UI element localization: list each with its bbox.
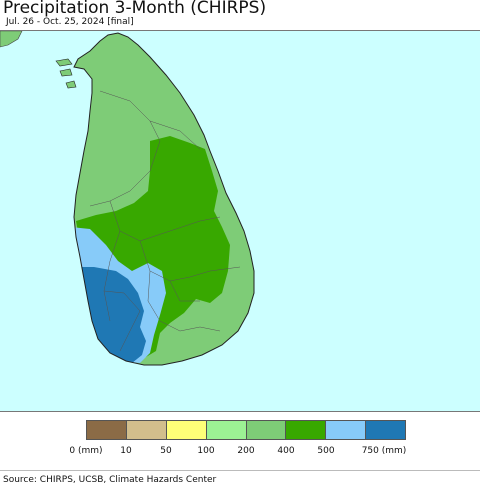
legend-swatch	[126, 421, 167, 439]
zone-400-500-patch	[195, 279, 213, 299]
islet	[65, 80, 77, 89]
legend-tick-label: 400	[277, 446, 295, 456]
zone-400-500-patch	[150, 147, 178, 165]
zone-400-500	[76, 136, 230, 357]
legend-tick-label: 200	[237, 446, 255, 456]
legend-swatch	[366, 421, 405, 439]
legend-swatch	[326, 421, 367, 439]
legend-tick-label: 10	[120, 446, 132, 456]
map-subtitle: Jul. 26 - Oct. 25, 2024 [final]	[6, 17, 134, 27]
legend-swatch	[166, 421, 207, 439]
legend-tick-label: 0 (mm)	[69, 446, 103, 456]
map-title: Precipitation 3-Month (CHIRPS)	[3, 0, 267, 18]
legend-tick-label: 750 (mm)	[361, 446, 407, 456]
islet	[59, 68, 73, 77]
legend-swatch	[286, 421, 327, 439]
legend-swatch	[206, 421, 247, 439]
footer-divider	[0, 470, 480, 471]
legend-tick-labels: 0 (mm) 10 50 100 200 400 500 750 (mm)	[0, 446, 480, 460]
color-legend	[86, 420, 406, 440]
source-credit: Source: CHIRPS, UCSB, Climate Hazards Ce…	[3, 475, 217, 485]
legend-swatch	[246, 421, 287, 439]
legend-swatch	[87, 421, 127, 439]
india-landmass	[0, 31, 23, 48]
precipitation-map	[0, 31, 480, 411]
legend-tick-label: 50	[160, 446, 172, 456]
sri-lanka-outline	[73, 32, 255, 366]
district-borders	[89, 90, 241, 352]
map-panel	[0, 30, 480, 412]
legend-tick-label: 100	[197, 446, 215, 456]
legend-tick-label: 500	[317, 446, 335, 456]
islet	[55, 58, 73, 67]
